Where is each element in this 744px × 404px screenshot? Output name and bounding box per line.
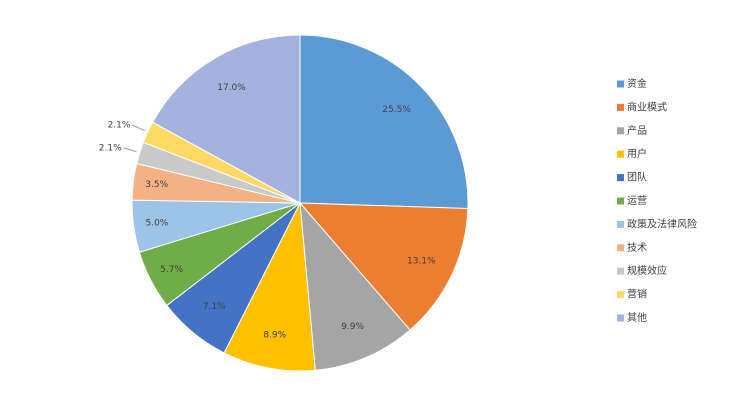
data-label: 17.0%	[217, 83, 246, 93]
legend-swatch	[617, 267, 624, 275]
data-label: 5.0%	[145, 219, 168, 229]
pie-slice	[299, 201, 411, 371]
leader-line	[123, 147, 137, 153]
data-label: 2.1%	[99, 143, 122, 153]
data-label: 13.1%	[407, 256, 436, 266]
data-label: 3.5%	[145, 180, 168, 190]
legend-swatch	[617, 103, 624, 111]
legend-swatch	[617, 220, 624, 228]
data-label: 25.5%	[382, 105, 411, 115]
legend-swatch	[617, 127, 624, 135]
leader-line	[132, 124, 145, 132]
legend-swatch	[617, 80, 624, 88]
legend-label: 营销	[627, 288, 647, 301]
legend-swatch	[617, 244, 624, 252]
pie-slice	[298, 202, 469, 331]
legend-label: 运营	[627, 194, 647, 207]
data-label: 2.1%	[108, 121, 131, 131]
legend-label: 技术	[627, 241, 647, 254]
legend-swatch	[617, 150, 624, 158]
legend-label: 产品	[627, 124, 647, 137]
pie-slice	[299, 34, 469, 210]
data-label: 9.9%	[341, 322, 364, 332]
pie-slice	[223, 201, 316, 372]
legend-label: 用户	[627, 147, 647, 160]
legend-label: 政策及法律风险	[627, 217, 697, 230]
legend-label: 资金	[627, 77, 647, 90]
data-label: 8.9%	[263, 331, 286, 341]
legend-swatch	[617, 314, 624, 322]
pie-slice	[152, 34, 301, 204]
legend-label: 商业模式	[627, 100, 667, 113]
data-label: 7.1%	[203, 302, 226, 312]
legend-label: 其他	[627, 311, 647, 324]
data-label: 5.7%	[160, 265, 183, 275]
legend-swatch	[617, 197, 624, 205]
legend-swatch	[617, 174, 624, 182]
legend-label: 团队	[627, 171, 647, 184]
legend-label: 规模效应	[627, 264, 667, 277]
legend-swatch	[617, 291, 624, 299]
